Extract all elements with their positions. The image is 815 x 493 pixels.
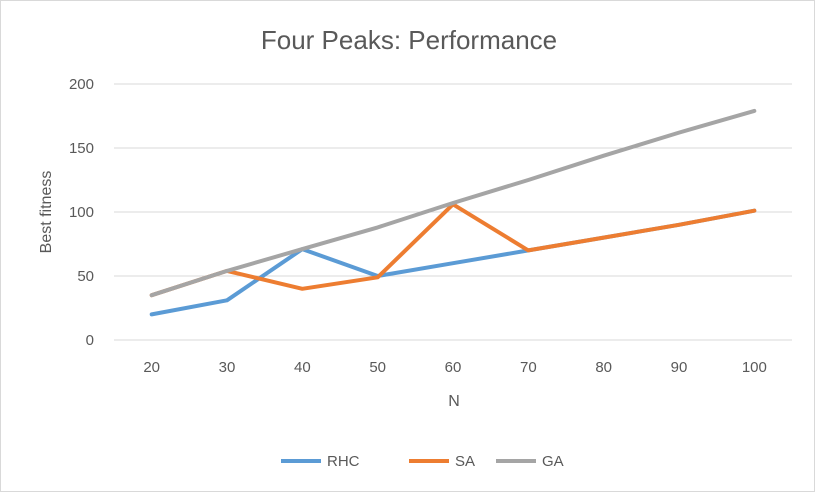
y-tick-label: 50 — [77, 268, 94, 285]
gridlines — [114, 83, 792, 341]
x-axis-ticks: 20 30 40 50 60 70 80 90 100 — [143, 359, 767, 376]
x-tick-label: 70 — [520, 359, 537, 376]
y-tick-label: 100 — [69, 204, 94, 221]
series-line-ga — [149, 108, 757, 298]
series-line-sa — [149, 202, 757, 298]
legend-label-sa: SA — [455, 453, 475, 470]
chart-title: Four Peaks: Performance — [261, 25, 557, 55]
x-tick-label: 40 — [294, 359, 311, 376]
x-tick-label: 100 — [742, 359, 767, 376]
x-tick-label: 90 — [671, 359, 688, 376]
y-tick-label: 200 — [69, 76, 94, 93]
y-tick-label: 150 — [69, 140, 94, 157]
series-lines — [149, 108, 757, 317]
y-tick-label: 0 — [86, 332, 94, 349]
y-axis-label: Best fitness — [38, 171, 55, 254]
y-axis-ticks: 0 50 100 150 200 — [69, 76, 94, 349]
x-tick-label: 50 — [369, 359, 386, 376]
legend: RHC SA GA — [281, 453, 564, 470]
x-tick-label: 60 — [445, 359, 462, 376]
x-axis-label: N — [448, 393, 460, 410]
x-tick-label: 80 — [595, 359, 612, 376]
x-tick-label: 20 — [143, 359, 160, 376]
x-tick-label: 30 — [219, 359, 236, 376]
legend-label-rhc: RHC — [327, 453, 360, 470]
legend-label-ga: GA — [542, 453, 564, 470]
